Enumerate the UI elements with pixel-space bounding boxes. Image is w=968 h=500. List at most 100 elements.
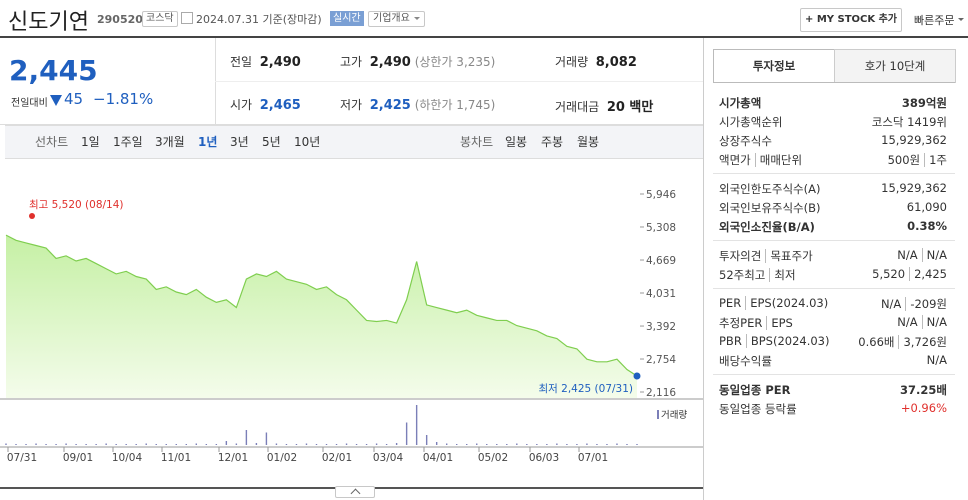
label: 고가 <box>340 55 363 69</box>
price-chart: 5,946 5,308 4,669 4,031 3,392 2,754 2,116 최고 5,… <box>0 189 703 489</box>
info-value: 15,929,362 <box>881 181 947 195</box>
info-value: 61,090 <box>906 200 947 214</box>
info-value: +0.96% <box>900 401 947 415</box>
prev-close: 전일 2,490 <box>230 53 301 70</box>
info-labels: 52주최고 최저 <box>719 267 796 283</box>
header-divider <box>0 36 968 38</box>
period-tab[interactable]: 5년 <box>262 135 281 149</box>
period-tab[interactable]: 3개월 <box>155 135 185 149</box>
summary-row-divider <box>215 81 703 82</box>
info-labels: 추정PER EPS <box>719 315 793 331</box>
y-tick-label: 4,031 <box>646 288 676 300</box>
volume-bar <box>425 435 428 445</box>
tab-order-book[interactable]: 호가 10단계 <box>834 49 956 83</box>
volume-bar <box>105 443 107 445</box>
volume-bar <box>576 444 578 445</box>
volume-bar <box>215 444 218 445</box>
volume-bar <box>245 430 248 445</box>
volume-bar <box>636 444 638 445</box>
volume-bar <box>566 444 568 445</box>
volume-bar <box>395 443 398 445</box>
info-value: 3,726원 <box>898 335 947 349</box>
x-tick-label: 07/01 <box>578 452 608 464</box>
current-price: 2,445 <box>9 54 98 87</box>
info-value: 500원 <box>887 153 921 167</box>
info-labels: 시가총액순위 <box>719 114 782 130</box>
change-rate: −1.81% <box>93 90 154 108</box>
open: 시가 2,465 <box>230 96 301 113</box>
volume-bar <box>606 444 608 445</box>
info-row: PER EPS(2024.03) N/A -209원 <box>719 296 947 314</box>
candle-tab[interactable]: 일봉 <box>505 135 528 149</box>
quick-order[interactable]: 빠른주문 <box>914 12 964 28</box>
info-values: N/A -209원 <box>881 296 947 312</box>
realtime-badge[interactable]: 실시간 <box>330 11 364 26</box>
period-tab[interactable]: 1일 <box>81 135 100 149</box>
period-tab[interactable]: 1주일 <box>113 135 143 149</box>
info-values: 15,929,362 <box>881 181 947 195</box>
info-value: 5,520 <box>872 267 906 281</box>
volume-bar <box>325 444 328 445</box>
y-tick-label: 2,754 <box>646 354 676 366</box>
volume-bar <box>295 444 298 445</box>
y-tick-label: 3,392 <box>646 321 676 333</box>
y-tick-label: 5,308 <box>646 222 676 234</box>
volume-bar <box>405 422 408 445</box>
low: 저가 2,425 (하한가 1,745) <box>340 96 495 113</box>
period-tab[interactable]: 10년 <box>294 135 321 149</box>
info-values: 0.66배 3,726원 <box>858 334 947 350</box>
stock-code: 290520 <box>97 13 143 26</box>
info-label: 외국인소진율(B/A) <box>719 220 815 234</box>
volume-bar <box>25 444 27 445</box>
volume-bar <box>616 443 618 445</box>
info-label: 외국인보유주식수(B) <box>719 201 821 215</box>
volume-bar <box>526 444 528 445</box>
info-labels: 배당수익률 <box>719 353 772 369</box>
volume-bar <box>285 444 288 445</box>
info-row: 액면가 매매단위 500원 1주 <box>719 152 947 170</box>
period-tab[interactable]: 3년 <box>230 135 249 149</box>
info-row: 외국인보유주식수(B) 61,090 <box>719 200 947 218</box>
info-value: N/A <box>880 297 902 311</box>
period-tab[interactable]: 1년 <box>198 135 218 149</box>
x-tick-label: 05/02 <box>478 452 508 464</box>
market-badge: 코스닥 <box>142 11 178 27</box>
volume-bar <box>15 444 17 445</box>
info-value: 389억원 <box>901 96 947 110</box>
volume-bar <box>435 442 438 445</box>
candle-tab[interactable]: 주봉 <box>541 135 564 149</box>
x-tick-label: 03/04 <box>373 452 404 464</box>
tab-invest-info[interactable]: 투자정보 <box>713 49 835 83</box>
section-divider <box>713 173 955 174</box>
line-chart-label: 선차트 <box>35 135 69 149</box>
my-stock-button[interactable]: + MY STOCK 추가 <box>800 8 902 32</box>
volume-bar <box>385 444 388 445</box>
info-values: 61,090 <box>907 200 947 214</box>
y-tick-label: 5,946 <box>646 189 676 201</box>
section-divider <box>713 288 955 289</box>
collapse-button[interactable] <box>335 486 375 499</box>
info-labels: 시가총액 <box>719 95 761 111</box>
info-label: 외국인한도주식수(A) <box>719 182 821 196</box>
info-value: N/A <box>897 315 918 329</box>
info-labels: 외국인보유주식수(B) <box>719 200 821 216</box>
info-row: 시가총액순위 코스닥 1419위 <box>719 114 947 132</box>
candle-chart-label: 봉차트 <box>460 135 494 149</box>
info-value: 2,425 <box>909 267 947 281</box>
volume-bar <box>466 444 468 445</box>
company-overview-dropdown[interactable]: 기업개요 <box>368 11 425 27</box>
info-label: 투자의견 <box>719 249 762 263</box>
info-labels: 외국인한도주식수(A) <box>719 181 820 197</box>
info-label: EPS <box>766 316 793 330</box>
info-row: 추정PER EPS N/A N/A <box>719 315 947 333</box>
info-label: 상장주식수 <box>719 134 772 148</box>
info-values: 0.38% <box>907 219 947 233</box>
info-values: 코스닥 1419위 <box>872 114 947 130</box>
candle-tab[interactable]: 월봉 <box>577 135 600 149</box>
volume-bar <box>536 444 538 445</box>
volume-bar <box>315 444 318 445</box>
info-values: N/A N/A <box>897 248 947 262</box>
collapse-icon <box>350 488 360 499</box>
info-label: EPS(2024.03) <box>745 296 829 310</box>
volume: 거래량 8,082 <box>555 53 637 70</box>
